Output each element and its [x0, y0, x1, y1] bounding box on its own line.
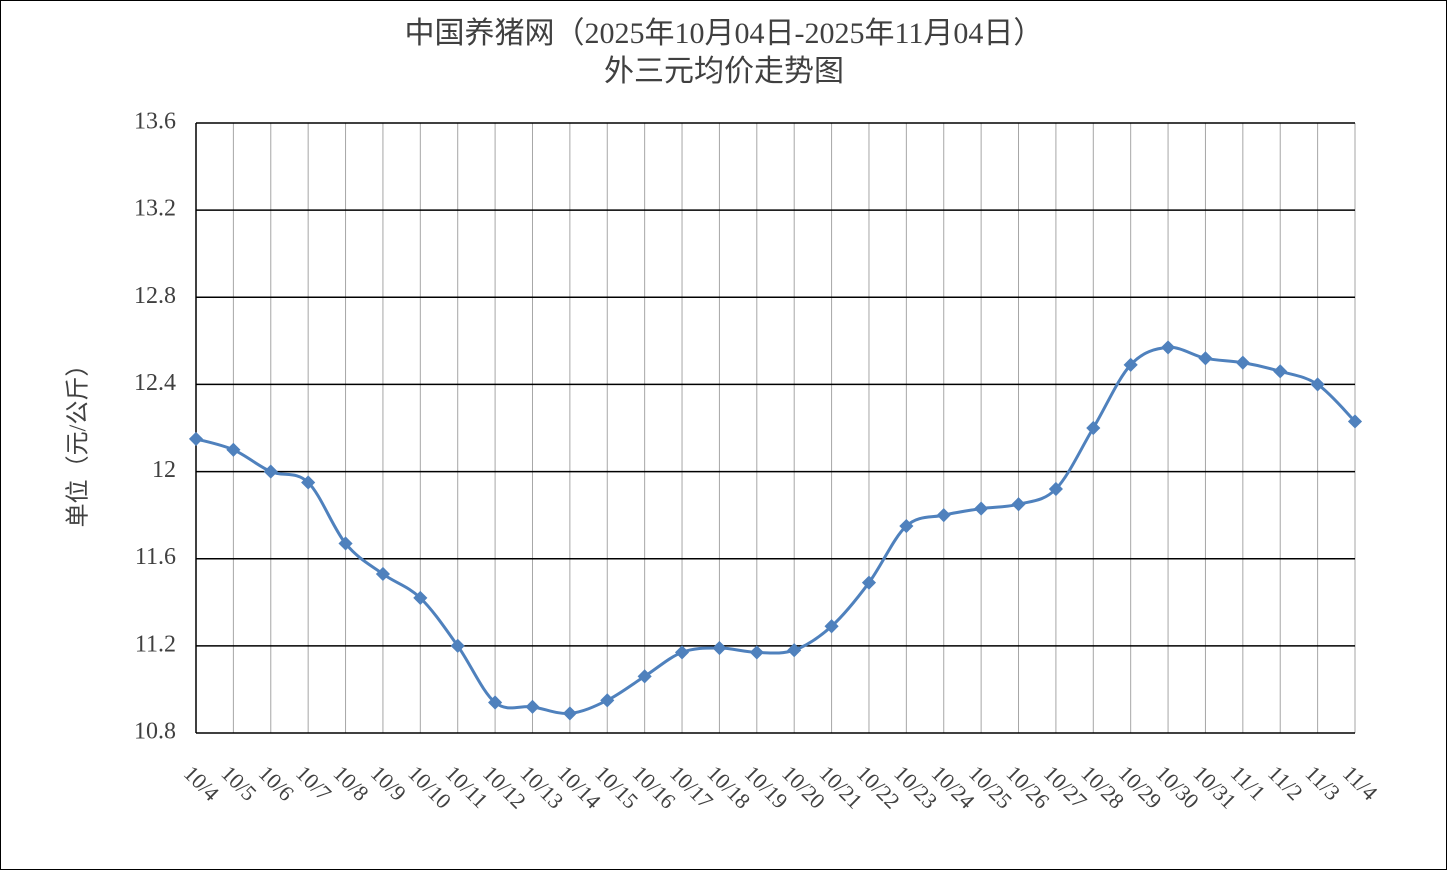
y-tick-label: 11.6	[135, 544, 176, 570]
marker	[1310, 377, 1325, 392]
marker	[562, 706, 577, 721]
y-axis-label: 单位（元/公斤）	[65, 353, 92, 528]
y-tick-label: 12	[152, 457, 176, 483]
marker	[338, 536, 353, 551]
marker	[188, 431, 204, 446]
marker	[375, 566, 391, 582]
marker	[450, 638, 465, 653]
marker	[824, 619, 839, 634]
y-tick-label: 12.4	[134, 370, 176, 396]
y-tick-label: 12.8	[134, 283, 176, 309]
marker	[1235, 355, 1250, 370]
marker	[787, 643, 802, 658]
marker	[712, 640, 727, 656]
marker	[1347, 414, 1363, 429]
marker	[600, 693, 615, 708]
marker	[1160, 340, 1176, 355]
marker	[974, 501, 989, 516]
y-tick-label: 13.2	[134, 196, 176, 222]
marker	[1198, 351, 1213, 366]
marker	[749, 645, 764, 660]
marker	[674, 645, 690, 660]
marker	[525, 699, 540, 714]
y-tick-label: 11.2	[135, 631, 176, 657]
marker	[413, 590, 428, 605]
chart-subtitle: 外三元均价走势图	[604, 55, 844, 88]
marker	[488, 695, 503, 710]
y-tick-label: 13.6	[134, 109, 176, 135]
marker	[899, 518, 914, 534]
marker	[263, 464, 278, 479]
marker	[1011, 497, 1026, 512]
chart-title: 中国养猪网（2025年10月04日-2025年11月04日）	[405, 17, 1044, 50]
marker	[301, 475, 316, 490]
marker	[1123, 357, 1138, 372]
marker	[1086, 420, 1101, 436]
marker	[226, 442, 241, 457]
marker	[1273, 364, 1288, 379]
marker	[637, 669, 652, 684]
marker	[861, 575, 877, 590]
marker	[1048, 481, 1063, 497]
y-tick-label: 10.8	[134, 719, 176, 745]
